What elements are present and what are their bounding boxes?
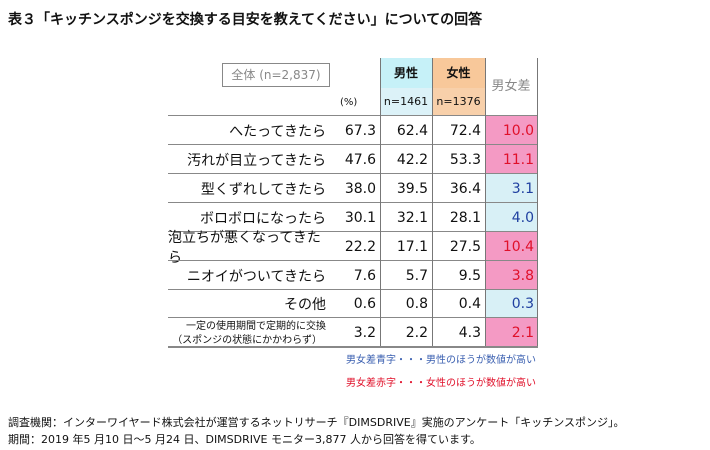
table-row: ボロボロになったら 30.1 32.1 28.1 4.0 bbox=[168, 202, 538, 232]
female-value: 0.4 bbox=[458, 296, 481, 312]
row-label: へたってきたら bbox=[229, 123, 326, 140]
total-value: 67.3 bbox=[344, 122, 376, 139]
male-value: 17.1 bbox=[396, 238, 428, 255]
male-header: 男性 bbox=[380, 58, 432, 88]
footer-source: 調査機関：インターワイヤード株式会社が運営するネットリサーチ『DIMSDRIVE… bbox=[8, 416, 625, 429]
total-value: 47.6 bbox=[344, 151, 376, 168]
page-title: 表３「キッチンスポンジを交換する目安を教えてください」についての回答 bbox=[8, 12, 483, 28]
female-value: 27.5 bbox=[449, 238, 481, 255]
row-label: その他 bbox=[284, 297, 326, 313]
table-row: 一定の使用期間で定期的に交換 （スポンジの状態にかかわらず） 3.2 2.2 4.3 2.… bbox=[168, 317, 538, 348]
gender-diff-value: 0.3 bbox=[485, 290, 538, 318]
unit-label: (%) bbox=[340, 97, 358, 108]
gender-diff-value: 10.4 bbox=[485, 232, 538, 261]
female-value: 53.3 bbox=[449, 151, 481, 168]
male-value: 42.2 bbox=[396, 151, 428, 168]
total-value: 0.6 bbox=[353, 296, 376, 312]
column-divider bbox=[380, 58, 381, 347]
female-sample-size: n=1376 bbox=[432, 88, 485, 115]
female-value: 72.4 bbox=[449, 122, 481, 139]
table-row: へたってきたら 67.3 62.4 72.4 10.0 bbox=[168, 115, 538, 145]
gender-diff-value: 10.0 bbox=[485, 116, 538, 145]
table-row: 泡立ちが悪くなってきたら 22.2 17.1 27.5 10.4 bbox=[168, 229, 538, 266]
table-bottom-border bbox=[168, 346, 538, 348]
total-value: 7.6 bbox=[353, 267, 376, 284]
male-value: 5.7 bbox=[405, 267, 428, 284]
note-red: 男女差赤字・・・女性のほうが数値が高い bbox=[346, 378, 536, 389]
column-divider bbox=[485, 58, 486, 347]
total-value: 3.2 bbox=[353, 325, 376, 341]
gender-diff-value: 3.8 bbox=[485, 261, 538, 290]
total-value: 38.0 bbox=[344, 180, 376, 197]
female-header: 女性 bbox=[432, 58, 485, 88]
male-sample-size: n=1461 bbox=[380, 88, 432, 115]
gender-diff-header: 男女差 bbox=[485, 58, 538, 115]
table-row: 汚れが目立ってきたら 47.6 42.2 53.3 11.1 bbox=[168, 144, 538, 174]
row-label: ニオイがついてきたら bbox=[186, 268, 326, 285]
row-label: 一定の使用期間で定期的に交換 （スポンジの状態にかかわらず） bbox=[172, 321, 326, 346]
total-value: 30.1 bbox=[344, 209, 376, 226]
female-value: 36.4 bbox=[449, 180, 481, 197]
male-value: 32.1 bbox=[396, 209, 428, 226]
row-label: 汚れが目立ってきたら bbox=[187, 152, 326, 169]
column-divider bbox=[432, 58, 433, 347]
row-label: 型くずれしてきたら bbox=[200, 181, 326, 198]
female-value: 4.3 bbox=[458, 325, 481, 341]
female-value: 9.5 bbox=[458, 267, 481, 284]
total-value: 22.2 bbox=[344, 238, 376, 255]
row-label: ボロボロになったら bbox=[200, 210, 326, 227]
total-sample-label: 全体 (n=2,837) bbox=[222, 63, 330, 87]
note-blue: 男女差青字・・・男性のほうが数値が高い bbox=[346, 355, 536, 366]
table-row: ニオイがついてきたら 7.6 5.7 9.5 3.8 bbox=[168, 260, 538, 290]
male-value: 0.8 bbox=[405, 296, 428, 312]
gender-diff-value: 11.1 bbox=[485, 145, 538, 174]
male-value: 2.2 bbox=[405, 325, 428, 341]
gender-diff-value: 2.1 bbox=[485, 318, 538, 348]
table-row: その他 0.6 0.8 0.4 0.3 bbox=[168, 289, 538, 318]
column-divider bbox=[537, 58, 538, 347]
female-value: 28.1 bbox=[449, 209, 481, 226]
gender-diff-value: 4.0 bbox=[485, 203, 538, 232]
row-label: 泡立ちが悪くなってきたら bbox=[168, 229, 321, 266]
male-value: 62.4 bbox=[396, 122, 428, 139]
gender-diff-value: 3.1 bbox=[485, 174, 538, 203]
male-value: 39.5 bbox=[396, 180, 428, 197]
footer-period: 期間：2019 年5 月10 日～5 月24 日、DIMSDRIVE モニター3… bbox=[8, 433, 481, 446]
table-row: 型くずれしてきたら 38.0 39.5 36.4 3.1 bbox=[168, 173, 538, 203]
